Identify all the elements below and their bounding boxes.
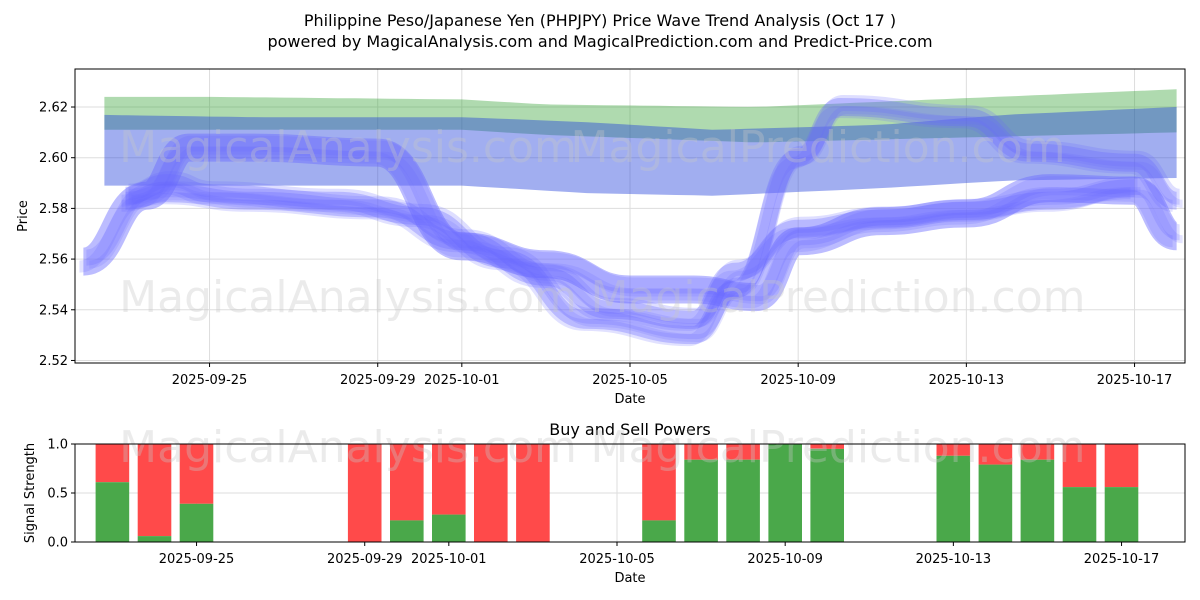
sell-power-bar — [390, 444, 424, 521]
sell-power-bar — [347, 444, 382, 542]
signal-ytick-label: 1.0 — [47, 438, 68, 453]
sell-power-bar — [1020, 444, 1055, 460]
price-xtick-label: 2025-09-29 — [340, 373, 416, 388]
signal-ytick-label: 0.0 — [47, 536, 68, 551]
buy-power-bar — [684, 459, 718, 542]
buy-power-bar — [432, 514, 466, 542]
buy-power-bar — [978, 464, 1013, 542]
sell-power-bar — [1062, 444, 1097, 488]
price-xtick-label: 2025-10-05 — [592, 373, 668, 388]
signal-xtick-label: 2025-09-29 — [327, 552, 403, 567]
price-wave-wave-high — [127, 95, 1182, 340]
price-wave-wave-main — [85, 135, 1182, 302]
signal-xtick-label: 2025-09-25 — [159, 552, 235, 567]
buy-power-bar — [936, 455, 971, 542]
sell-power-bar — [137, 444, 172, 537]
price-wave-wave-main — [81, 133, 1180, 312]
buy-power-bar — [810, 448, 844, 542]
price-ytick-label: 2.56 — [39, 253, 68, 268]
price-wave-wave-main — [78, 146, 1174, 309]
price-wave-wave-high — [131, 106, 1184, 343]
chart-title-line1: Philippine Peso/Japanese Yen (PHPJPY) Pr… — [304, 11, 896, 30]
price-watermark-right: MagicalPrediction.com — [571, 122, 1066, 173]
buy-power-bar — [1062, 487, 1097, 542]
price-ytick-label: 2.60 — [39, 151, 68, 166]
buy-power-bar — [137, 536, 172, 542]
sell-power-bar — [1104, 444, 1139, 488]
signal-chart: Buy and Sell Powers MagicalAnalysis.com … — [23, 420, 1186, 586]
green-trend-band — [104, 89, 1177, 143]
price-wave-wave-low — [128, 176, 1138, 324]
sell-power-bar — [95, 444, 130, 483]
price-xtick-label: 2025-10-13 — [929, 373, 1005, 388]
signal-xtick-label: 2025-10-13 — [916, 552, 992, 567]
signal-xtick-label: 2025-10-17 — [1084, 552, 1160, 567]
price-wave-wave-high — [124, 98, 1179, 345]
signal-xtick-label: 2025-10-05 — [579, 552, 655, 567]
sell-power-bar — [936, 444, 971, 456]
signal-y-label: Signal Strength — [23, 443, 38, 543]
price-ytick-label: 2.52 — [39, 354, 68, 369]
price-xtick-label: 2025-10-17 — [1097, 373, 1173, 388]
buy-power-bar — [768, 444, 802, 542]
price-y-label: Price — [16, 200, 31, 232]
price-x-label: Date — [614, 392, 645, 407]
sell-power-bar — [642, 444, 676, 521]
signal-watermark-left: MagicalAnalysis.com — [119, 422, 577, 473]
price-wave-wave-low — [121, 187, 1131, 331]
price-ytick-label: 2.62 — [39, 101, 68, 116]
buy-power-bar — [726, 459, 760, 542]
sell-power-bar — [179, 444, 214, 504]
sell-power-bar — [516, 444, 550, 542]
price-xtick-label: 2025-09-25 — [172, 373, 248, 388]
price-wave-wave-low — [131, 187, 1141, 327]
signal-xtick-label: 2025-10-09 — [747, 552, 823, 567]
price-xtick-label: 2025-10-01 — [424, 373, 500, 388]
price-ytick-label: 2.58 — [39, 202, 68, 217]
price-watermark-left-2: MagicalAnalysis.com — [119, 272, 577, 323]
price-wave-wave-main — [88, 146, 1184, 305]
price-watermark-right-2: MagicalPrediction.com — [591, 272, 1086, 323]
sell-power-bar — [432, 444, 466, 515]
buy-power-bar — [95, 482, 130, 542]
price-xtick-label: 2025-10-09 — [760, 373, 836, 388]
price-wave-wave-high — [121, 106, 1174, 347]
signal-x-label: Date — [614, 571, 645, 586]
signal-chart-title: Buy and Sell Powers — [549, 420, 711, 439]
price-watermark-left: MagicalAnalysis.com — [119, 122, 577, 173]
sell-power-bar — [978, 444, 1013, 465]
buy-power-bar — [1020, 459, 1055, 542]
buy-power-bar — [390, 520, 424, 542]
sell-power-bar — [684, 444, 718, 460]
buy-power-bar — [1104, 487, 1139, 542]
chart-title-line2: powered by MagicalAnalysis.com and Magic… — [267, 32, 932, 51]
signal-ytick-label: 0.5 — [47, 487, 68, 502]
sell-power-bar — [474, 444, 508, 542]
price-wave-wave-low — [125, 179, 1135, 329]
buy-power-bar — [642, 520, 676, 542]
signal-watermark-right: MagicalPrediction.com — [591, 422, 1086, 473]
blue-trend-band — [104, 107, 1177, 196]
sell-power-bar — [726, 444, 760, 460]
signal-xtick-label: 2025-10-01 — [411, 552, 487, 567]
buy-power-bar — [179, 503, 214, 542]
price-chart: MagicalAnalysis.com MagicalPrediction.co… — [16, 68, 1186, 407]
sell-power-bar — [810, 444, 844, 449]
price-ytick-label: 2.54 — [39, 303, 68, 318]
